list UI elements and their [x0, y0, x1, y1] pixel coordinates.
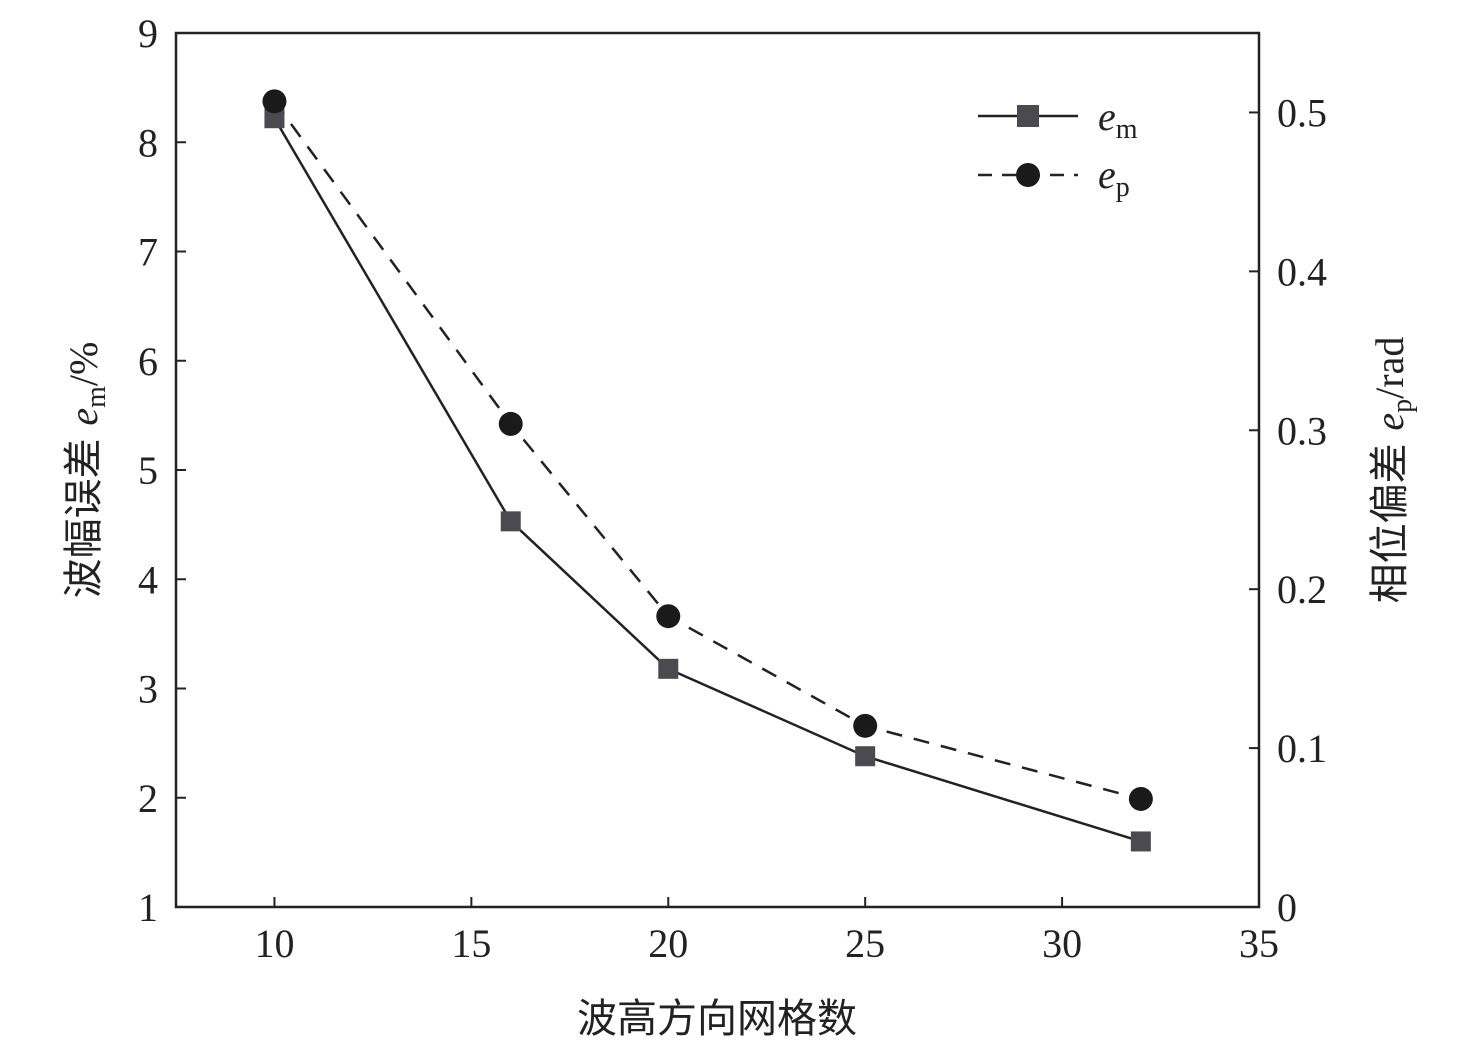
- x-tick-label: 25: [845, 921, 885, 966]
- left-y-tick-label: 4: [138, 557, 158, 602]
- left-y-tick-label: 3: [138, 667, 158, 712]
- data-point-em: [1130, 831, 1151, 852]
- left-y-axis-title-var: e: [61, 408, 106, 426]
- legend-item-em: em: [978, 94, 1138, 145]
- right-y-axis-ticks: 0 0.1 0.2 0.3 0.4 0.5: [1249, 90, 1327, 930]
- right-y-axis-title-suffix: /rad: [1367, 337, 1412, 399]
- legend-em-sub: m: [1116, 114, 1138, 145]
- x-tick-label: 20: [648, 921, 688, 966]
- data-point-em: [855, 746, 876, 767]
- right-y-tick-label: 0.5: [1277, 90, 1327, 135]
- data-point-em: [264, 108, 285, 129]
- left-y-tick-label: 2: [138, 776, 158, 821]
- legend-ep-var: e: [1098, 152, 1116, 197]
- data-point-em: [658, 658, 679, 679]
- data-point-ep: [1128, 786, 1153, 811]
- data-point-ep: [656, 604, 681, 629]
- legend-ep-label: ep: [1098, 152, 1130, 203]
- right-y-tick-label: 0.1: [1277, 726, 1327, 771]
- series-line-em: [273, 117, 1142, 843]
- legend: em ep: [978, 94, 1138, 203]
- left-y-tick-label: 6: [138, 339, 158, 384]
- legend-item-ep: ep: [978, 152, 1130, 203]
- left-y-tick-label: 9: [138, 11, 158, 56]
- right-y-axis-title: 相位偏差 ep/rad: [1367, 337, 1418, 604]
- right-y-tick-label: 0.4: [1277, 249, 1327, 294]
- right-y-tick-label: 0.3: [1277, 408, 1327, 453]
- x-tick-label: 15: [451, 921, 491, 966]
- right-y-tick-label: 0: [1277, 885, 1297, 930]
- right-y-tick-label: 0.2: [1277, 567, 1327, 612]
- right-y-axis-title-prefix: 相位偏差: [1367, 431, 1413, 604]
- left-y-axis-ticks: 1 2 3 4 5 6 7 8 9: [138, 11, 186, 930]
- x-axis-title: 波高方向网格数: [577, 996, 857, 1042]
- x-tick-label: 35: [1239, 921, 1279, 966]
- legend-ep-sub: p: [1116, 172, 1130, 203]
- left-y-tick-label: 1: [138, 885, 158, 930]
- data-point-ep: [262, 89, 287, 114]
- series-line-ep: [273, 100, 1142, 801]
- x-tick-label: 30: [1042, 921, 1082, 966]
- left-y-axis-title-prefix: 波幅误差: [61, 426, 107, 599]
- right-y-axis-title-sub: p: [1387, 399, 1418, 413]
- left-y-axis-title-sub: m: [81, 386, 112, 408]
- plot-frame: [174, 31, 1261, 909]
- legend-em-label: em: [1098, 94, 1138, 145]
- data-point-em: [500, 511, 521, 532]
- left-y-axis-title-suffix: /%: [61, 342, 106, 386]
- data-point-ep: [853, 713, 878, 738]
- legend-ep-marker: [1016, 163, 1040, 187]
- x-tick-label: 10: [254, 921, 294, 966]
- series-layer: [262, 89, 1153, 852]
- left-y-tick-label: 7: [138, 230, 158, 275]
- right-y-axis-title-var: e: [1367, 413, 1412, 431]
- x-axis-ticks: 10 15 20 25 30 35: [254, 897, 1279, 966]
- left-y-tick-label: 8: [138, 120, 158, 165]
- legend-em-var: e: [1098, 94, 1116, 139]
- data-point-ep: [498, 411, 523, 436]
- left-y-axis-title: 波幅误差 em/%: [61, 342, 112, 599]
- legend-em-marker: [1017, 105, 1039, 127]
- left-y-tick-label: 5: [138, 448, 158, 493]
